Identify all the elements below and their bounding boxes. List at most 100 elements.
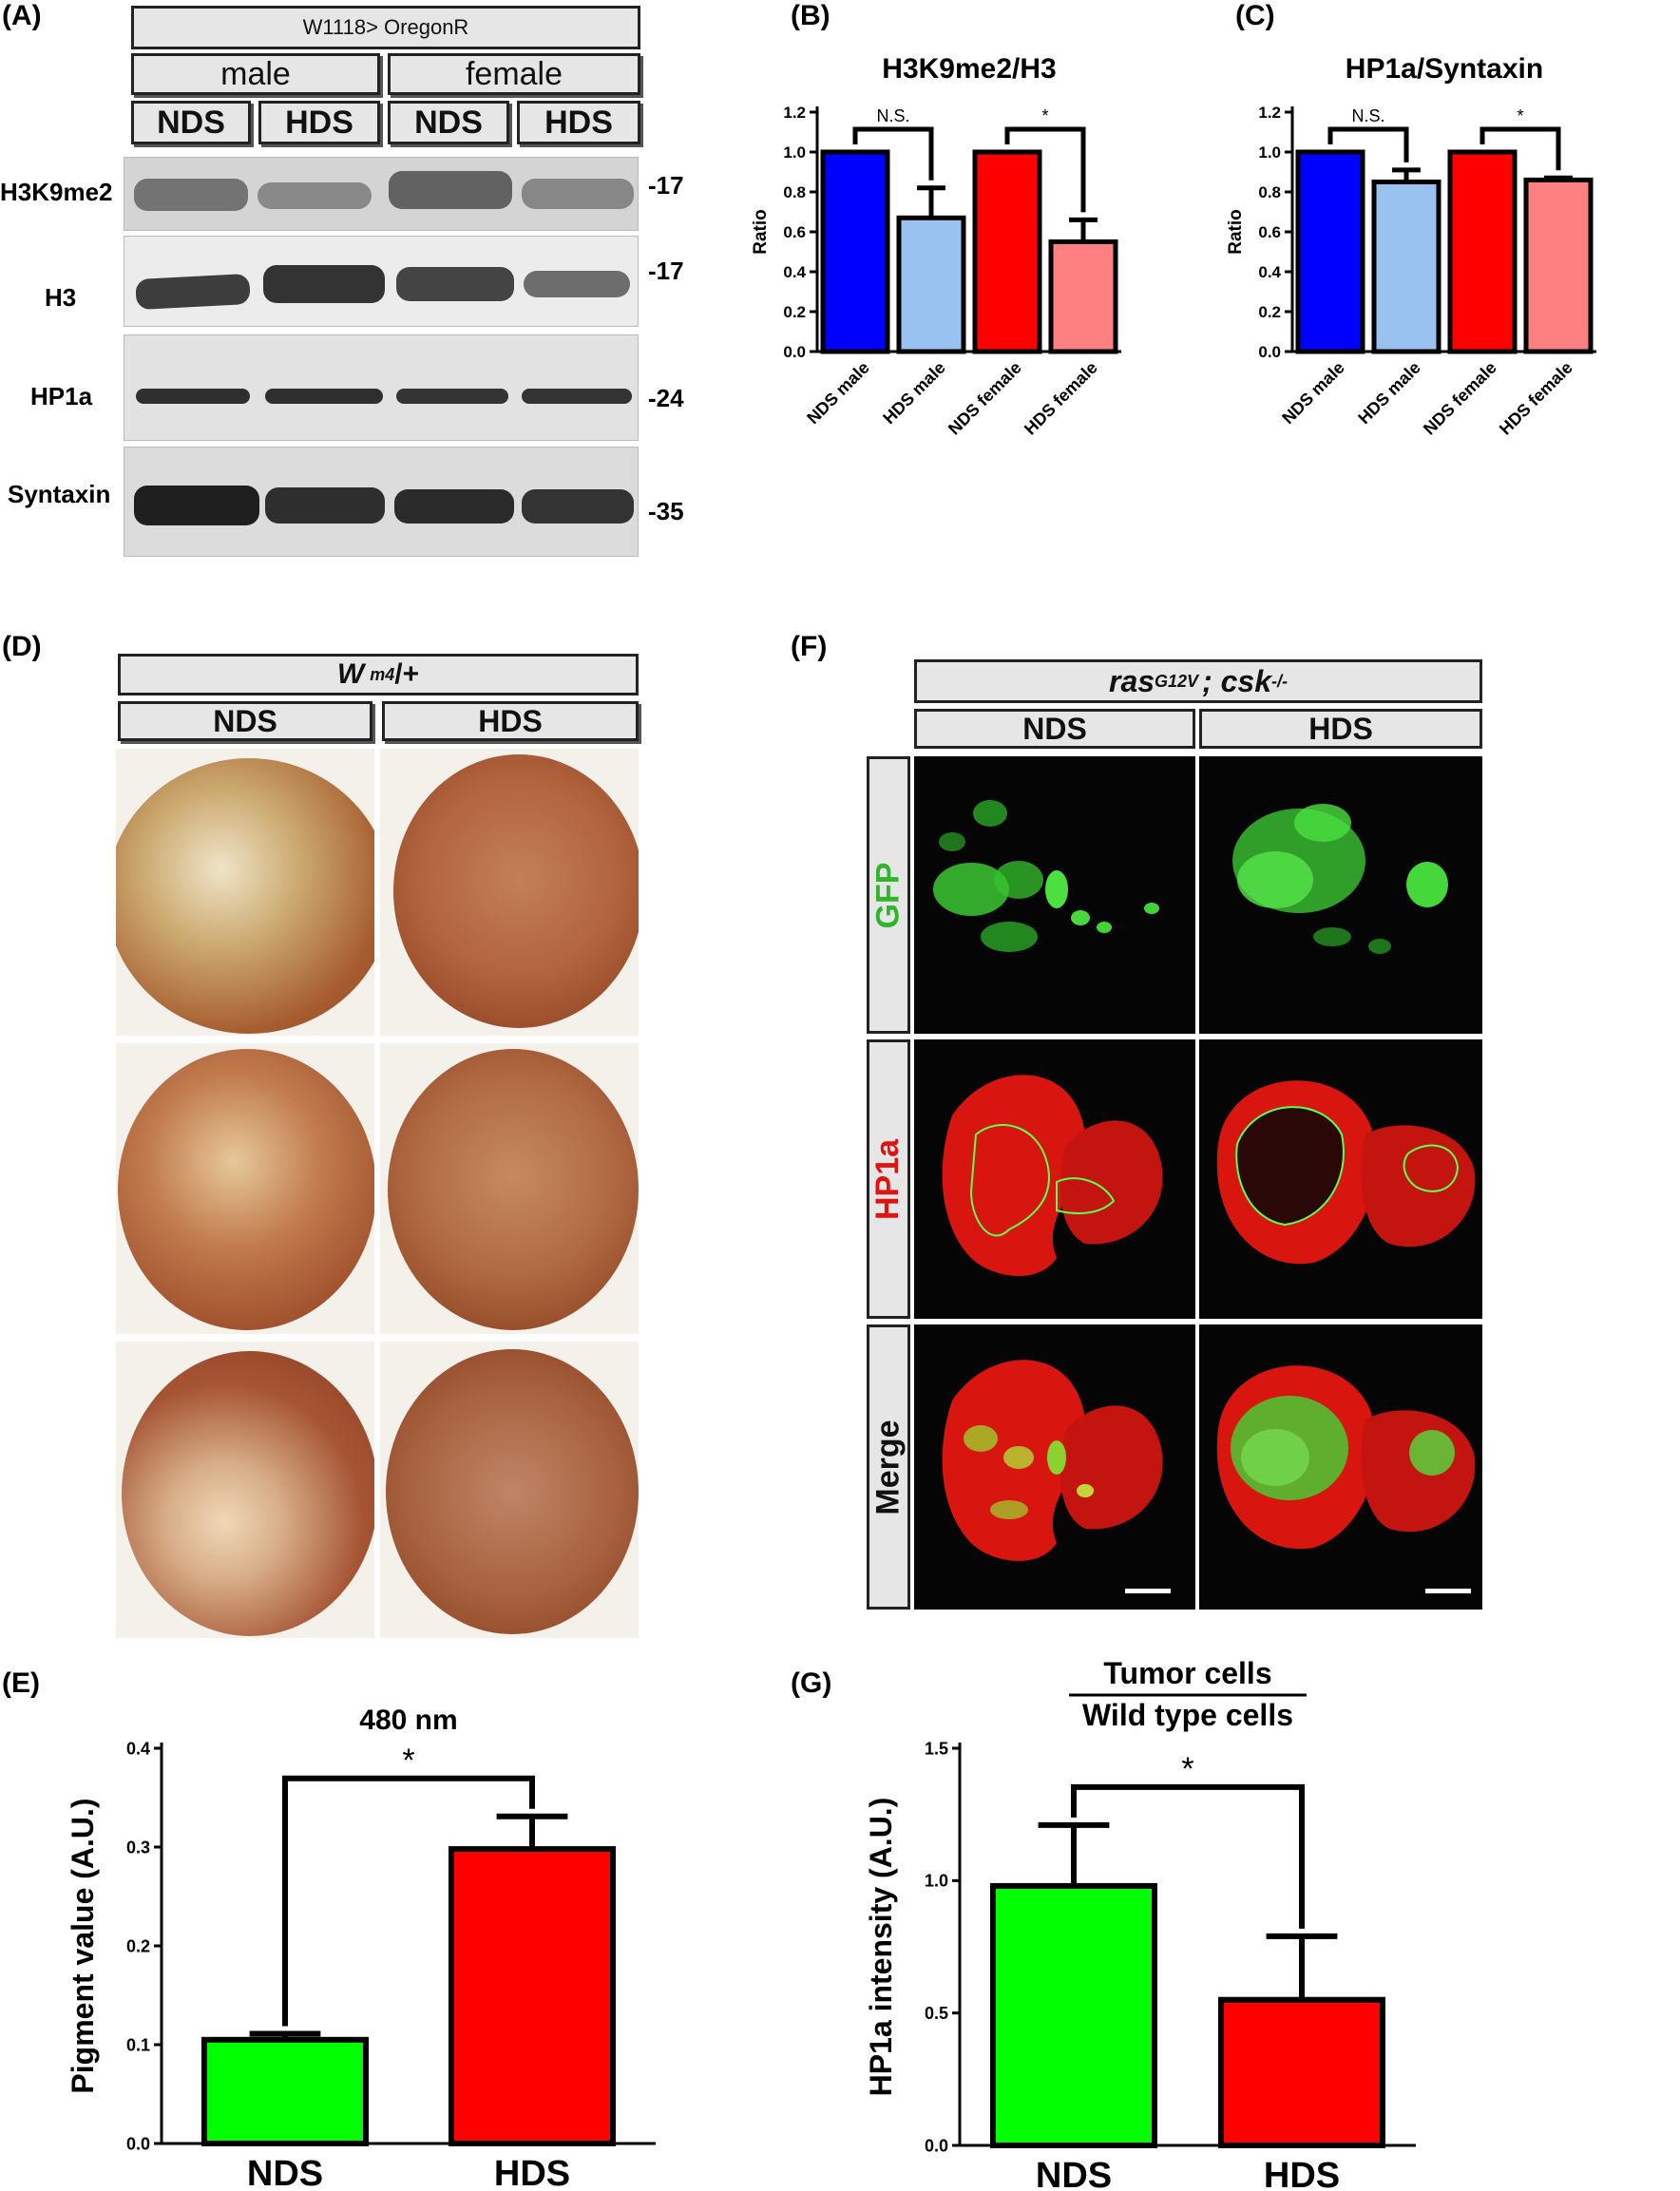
- genotype-d-sup: m4: [370, 664, 395, 684]
- sex-header-male: male: [131, 53, 380, 95]
- significance-label: *: [1517, 106, 1523, 125]
- x-tick-label: HDS male: [1354, 358, 1424, 429]
- diet-header-a-4: HDS: [517, 101, 640, 144]
- y-axis-label: Ratio: [1226, 209, 1246, 255]
- y-tick-label: 1.5: [925, 1739, 948, 1758]
- y-axis-label: Ratio: [751, 209, 771, 255]
- significance-bracket: [282, 1775, 535, 2027]
- diet-header-a-1: NDS: [131, 101, 251, 144]
- blot-h3: [124, 236, 639, 327]
- microscopy-gfp-nds: [914, 756, 1195, 1034]
- row-label-hp1a-text: HP1a: [869, 1138, 907, 1220]
- bar: [449, 1846, 616, 2147]
- microscopy-gfp-hds: [1199, 756, 1482, 1034]
- y-axis-label: Pigment value (A.U.): [66, 1798, 100, 2093]
- panel-label-f: (F): [791, 631, 828, 662]
- y-tick-label: 1.0: [925, 1872, 948, 1891]
- genotype-f-csk: ; csk: [1202, 663, 1271, 698]
- x-tick-label: HDS female: [1021, 358, 1101, 439]
- y-tick-label: 1.2: [1258, 104, 1281, 122]
- bar: [1218, 1996, 1385, 2148]
- x-tick-label: NDS male: [1278, 358, 1348, 429]
- panel-label-e: (E): [2, 1667, 40, 1699]
- significance-label: N.S.: [876, 106, 909, 125]
- y-tick-label: 1.0: [783, 143, 806, 162]
- y-tick-label: 0.4: [783, 263, 806, 281]
- eye-image-nds-1: [116, 749, 374, 1036]
- genotype-header-d: W m4 /+: [118, 654, 639, 695]
- chart-title: 480 nm: [359, 1705, 457, 1736]
- y-tick-label: 0.1: [126, 2035, 150, 2054]
- significance-label: N.S.: [1351, 106, 1384, 125]
- y-tick-label: 0.8: [783, 183, 806, 201]
- panel-label-c: (C): [1235, 0, 1275, 31]
- y-tick-label: 0.2: [1258, 303, 1281, 321]
- x-tick-label: NDS female: [945, 358, 1025, 439]
- x-tick-label: HDS: [494, 2154, 570, 2191]
- bar: [990, 1882, 1157, 2148]
- row-label-merge-text: Merge: [869, 1419, 907, 1515]
- x-tick-label: NDS male: [803, 358, 873, 429]
- x-tick-label: NDS: [1036, 2156, 1112, 2191]
- panel-label-g: (G): [791, 1667, 832, 1699]
- eye-image-hds-3: [380, 1342, 639, 1638]
- y-tick-label: 0.4: [1258, 263, 1281, 281]
- genotype-f-ras-sup: G12V: [1155, 671, 1199, 691]
- eye-image-nds-3: [116, 1342, 374, 1638]
- genotype-d-tail: /+: [394, 658, 420, 690]
- microscopy-hp1a-nds: [914, 1039, 1195, 1319]
- y-tick-label: 0.5: [925, 2004, 948, 2023]
- microscopy-merge-hds: [1199, 1324, 1482, 1610]
- row-label-merge: Merge: [867, 1324, 910, 1610]
- y-tick-label: 1.0: [1258, 143, 1281, 162]
- bar: [1371, 180, 1441, 354]
- blot-label-h3k9me2: H3K9me2: [0, 178, 113, 206]
- row-label-gfp-text: GFP: [869, 862, 907, 928]
- x-tick-label: HDS male: [879, 358, 949, 429]
- y-tick-label: 0.2: [126, 1936, 150, 1955]
- diet-header-d-nds: NDS: [118, 701, 372, 741]
- mw-marker-h3k9me2: -17: [648, 171, 684, 200]
- bar: [896, 215, 966, 354]
- y-tick-label: 1.2: [783, 104, 806, 122]
- chart-subtitle: Wild type cells: [1082, 1698, 1293, 1732]
- row-label-hp1a: HP1a: [867, 1039, 910, 1319]
- mw-marker-h3: -17: [648, 257, 684, 285]
- chart-title: H3K9me2/H3: [882, 53, 1056, 85]
- x-tick-label: NDS female: [1420, 358, 1500, 439]
- significance-bracket: [1004, 126, 1086, 213]
- genotype-f-csk-sup: -/-: [1271, 671, 1288, 691]
- significance-bracket: [1327, 126, 1409, 162]
- row-label-gfp: GFP: [867, 756, 910, 1034]
- y-tick-label: 0.6: [783, 223, 806, 241]
- bar: [1447, 149, 1518, 354]
- genotype-header-f: ras G12V ; csk -/-: [914, 659, 1482, 703]
- y-tick-label: 0.6: [1258, 223, 1281, 241]
- y-tick-label: 0.0: [783, 343, 806, 361]
- diet-header-f-nds: NDS: [914, 709, 1195, 749]
- chart-e: 480 nm 0.0 0.1 0.2 0.3 0.4 Pigment value (A.U.…: [66, 1705, 656, 2191]
- significance-bracket: [1071, 1783, 1305, 1929]
- sex-header-female: female: [388, 53, 640, 95]
- bar: [820, 149, 890, 354]
- diet-header-f-hds: HDS: [1199, 709, 1482, 749]
- blot-h3k9me2: [124, 157, 639, 231]
- panel-label-b: (B): [791, 0, 830, 31]
- y-tick-label: 0.0: [126, 2134, 150, 2153]
- blot-label-hp1a: HP1a: [30, 382, 93, 410]
- diet-header-a-2: HDS: [258, 101, 380, 144]
- scale-bar: [1425, 1589, 1471, 1593]
- bar: [201, 2036, 369, 2146]
- bar: [972, 149, 1042, 354]
- y-tick-label: 0.4: [126, 1739, 150, 1758]
- chart-b: H3K9me2/H3 0.0 0.2 0.4 0.6 0.8 1.0 1.2 Ratio NDS …: [751, 53, 1121, 439]
- significance-bracket: [852, 126, 934, 181]
- y-tick-label: 0.0: [1258, 343, 1281, 361]
- eye-image-nds-2: [116, 1043, 374, 1334]
- significance-label: *: [1041, 106, 1048, 125]
- mw-marker-syntaxin: -35: [648, 497, 684, 525]
- eye-image-hds-2: [380, 1043, 639, 1334]
- x-tick-label: HDS: [1264, 2156, 1340, 2191]
- x-tick-label: NDS: [247, 2154, 323, 2191]
- y-tick-label: 0.0: [925, 2136, 948, 2155]
